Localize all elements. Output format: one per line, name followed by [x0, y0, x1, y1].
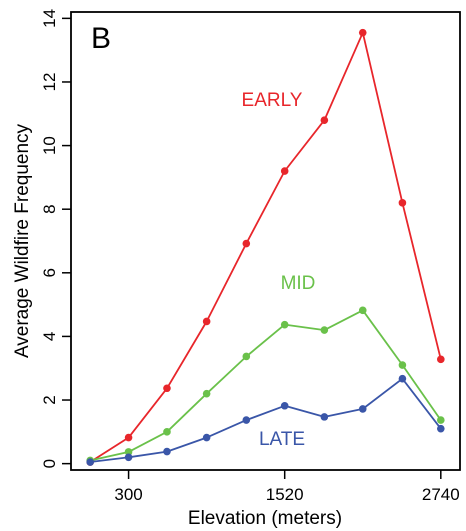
x-axis: 300 1520 2740 [114, 470, 460, 504]
y-tick-label: 10 [40, 136, 59, 155]
series-label-mid: MID [281, 273, 316, 294]
data-point-early [320, 116, 329, 124]
series-label-early: EARLY [242, 90, 303, 111]
y-tick-label: 6 [40, 268, 59, 277]
data-point-late [202, 433, 211, 442]
data-point-late [124, 453, 133, 462]
data-point-late [163, 447, 171, 456]
data-point-early [163, 384, 171, 393]
data-point-late [437, 424, 445, 433]
data-point-mid [358, 306, 367, 315]
series-line-mid [90, 309, 442, 462]
x-axis-title: Elevation (meters) [188, 508, 342, 529]
y-tick-label: 14 [40, 9, 59, 28]
series-line-early [89, 31, 442, 463]
data-point-mid [163, 428, 171, 436]
data-point-early [398, 199, 407, 207]
data-point-early [242, 239, 251, 248]
y-axis-title: Average Wildfire Frequency [12, 123, 33, 358]
data-point-early [358, 28, 367, 37]
y-tick-label: 8 [40, 204, 59, 213]
data-point-mid [398, 361, 407, 369]
y-tick-label: 2 [40, 395, 59, 404]
data-point-mid [124, 448, 133, 456]
data-point-late [320, 413, 329, 421]
data-point-late [398, 374, 407, 383]
data-point-mid [437, 416, 445, 424]
data-point-late [242, 416, 251, 424]
panel-label: B [91, 22, 111, 55]
plot-frame [70, 11, 461, 471]
data-point-early [437, 355, 445, 364]
series-line-late [90, 377, 442, 463]
series-layer: EARLY MID LATE [86, 28, 445, 466]
y-tick-label: 4 [40, 332, 59, 341]
x-tick-label: 2740 [422, 485, 460, 504]
data-point-mid [202, 389, 211, 398]
x-tick-label: 1520 [266, 485, 304, 504]
data-point-late [280, 401, 289, 410]
data-point-late [358, 405, 367, 413]
data-point-early [124, 433, 133, 442]
x-tick-label: 300 [114, 485, 142, 504]
data-point-mid [242, 352, 251, 361]
y-axis: 0 2 4 6 8 10 12 14 [40, 9, 71, 468]
data-point-early [280, 167, 289, 175]
y-tick-label: 12 [40, 73, 59, 92]
data-point-late [86, 458, 94, 466]
data-point-mid [320, 326, 329, 334]
series-label-late: LATE [259, 429, 305, 450]
y-tick-label: 0 [40, 459, 59, 468]
data-point-mid [280, 320, 289, 329]
data-point-early [202, 317, 211, 326]
